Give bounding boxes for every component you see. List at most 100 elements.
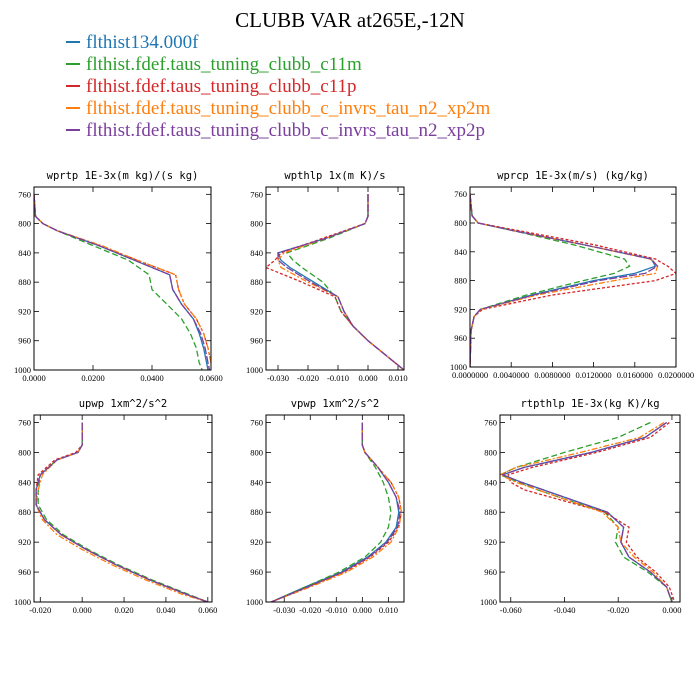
legend-label-3: flthist.fdef.taus_tuning_clubb_c11p [86,76,357,97]
xtick-label-6-3: -0.020 [607,605,629,615]
xtick-label-4-3: 0.020 [114,605,133,615]
ytick-label-4-1: 760 [18,417,31,427]
ytick-label-4-5: 920 [18,537,31,547]
series-line-6-4 [500,421,673,602]
ytick-label-6-4: 880 [484,507,497,517]
xtick-label-1-4: 0.0600 [199,373,222,383]
ytick-label-1-1: 760 [18,189,31,199]
legend-label-5: flthist.fdef.taus_tuning_clubb_c_invrs_t… [86,120,485,141]
ytick-label-5-2: 800 [250,447,263,457]
series-line-1-5 [34,194,211,370]
ytick-label-5-5: 920 [250,537,263,547]
ytick-label-5-3: 840 [250,477,263,487]
legend-label-4: flthist.fdef.taus_tuning_clubb_c_invrs_t… [86,98,491,119]
series-line-4-2 [37,422,209,602]
panel-title-6: rtpthlp 1E-3x(kg K)/kg [520,398,659,410]
ytick-label-2-3: 840 [250,248,263,258]
legend-entry-5: flthist.fdef.taus_tuning_clubb_c_invrs_t… [66,120,490,142]
page-title: CLUBB VAR at265E,-12N [235,8,465,32]
xtick-label-2-2: -0.020 [297,373,319,383]
ytick-label-6-3: 840 [484,477,497,487]
xtick-label-1-3: 0.0400 [140,373,163,383]
series-line-6-2 [500,421,673,602]
series-line-6-3 [507,421,676,602]
ytick-label-4-4: 880 [18,507,31,517]
ytick-label-4-7: 1000 [14,597,31,607]
xtick-label-3-1: 0.0000000 [452,370,488,380]
xtick-label-3-4: 0.0120000 [576,370,612,380]
panel-title-4: upwp 1xm^2/s^2 [79,398,168,410]
series-line-1-4 [34,194,211,366]
legend: flthist134.000f flthist.fdef.taus_tuning… [66,32,490,142]
xtick-label-5-4: 0.000 [353,605,372,615]
xtick-label-3-3: 0.0080000 [534,370,570,380]
legend-swatch-2 [66,62,80,65]
panel-5: vpwp 1xm^2/s^2 760 800 840 880 920 960 1000 -0.0… [246,398,405,615]
ytick-label-1-5: 920 [18,306,31,316]
legend-entry-2: flthist.fdef.taus_tuning_clubb_c11m [66,54,490,76]
xtick-label-3-6: 0.0200000 [658,370,694,380]
series-line-2-4 [277,194,404,370]
xtick-label-3-5: 0.0160000 [617,370,653,380]
ytick-label-2-1: 760 [250,189,263,199]
series-line-3-3 [470,194,676,367]
ytick-label-2-7: 1000 [246,365,263,375]
series-line-3-2 [470,194,631,367]
xtick-label-5-1: -0.030 [273,605,295,615]
series-line-2-2 [285,194,404,370]
xtick-label-1-2: 0.0200 [81,373,104,383]
panel-title-5: vpwp 1xm^2/s^2 [291,398,380,410]
ytick-label-3-6: 960 [454,333,467,343]
legend-label-1: flthist134.000f [86,32,199,53]
series-line-2-3 [266,194,404,370]
ytick-label-1-3: 840 [18,248,31,258]
panel-title-2: wpthlp 1x(m K)/s [284,170,385,182]
series-line-1-3 [34,194,211,366]
ytick-label-2-5: 920 [250,306,263,316]
xtick-label-6-4: 0.000 [662,605,681,615]
ytick-label-6-7: 1000 [480,597,497,607]
series-line-4-5 [35,422,209,602]
ytick-label-4-6: 960 [18,567,31,577]
xtick-label-4-4: 0.040 [156,605,175,615]
ytick-label-5-1: 760 [250,417,263,427]
ytick-label-3-7: 1000 [450,362,467,372]
ytick-label-1-7: 1000 [14,365,31,375]
ytick-label-2-6: 960 [250,336,263,346]
series-line-3-5 [470,194,659,367]
panel-frame-5 [265,414,405,603]
xtick-label-6-1: -0.060 [500,605,522,615]
ytick-label-1-6: 960 [18,336,31,346]
xtick-label-2-3: -0.010 [327,373,349,383]
ytick-label-2-2: 800 [250,219,263,229]
ytick-label-6-2: 800 [484,447,497,457]
series-line-1-2 [34,194,203,370]
ytick-label-3-3: 840 [454,247,467,257]
series-line-6-1 [500,421,673,602]
panel-3: wprcp 1E-3x(m/s) (kg/kg) 760 800 840 880 920 9… [450,170,694,380]
panel-title-3: wprcp 1E-3x(m/s) (kg/kg) [497,170,649,182]
ytick-label-1-4: 880 [18,277,31,287]
panel-frame-6 [499,414,681,603]
ytick-label-6-6: 960 [484,567,497,577]
xtick-label-2-5: 0.010 [388,373,407,383]
series-line-6-5 [500,421,673,602]
legend-entry-1: flthist134.000f [66,32,490,54]
series-line-4-4 [35,422,208,602]
xtick-label-2-4: 0.000 [358,373,377,383]
xtick-label-5-5: 0.010 [379,605,398,615]
ytick-label-3-5: 920 [454,304,467,314]
panel-6: rtpthlp 1E-3x(kg K)/kg 760 800 840 880 920 960… [480,398,682,615]
ytick-label-3-1: 760 [454,189,467,199]
panel-2: wpthlp 1x(m K)/s 760 800 840 880 920 960 1000 -0… [246,170,408,383]
ytick-label-5-7: 1000 [246,597,263,607]
ytick-label-1-2: 800 [18,219,31,229]
xtick-label-4-2: 0.000 [73,605,92,615]
series-line-2-1 [277,194,404,370]
ytick-label-3-2: 800 [454,218,467,228]
panel-frame-3 [469,186,677,368]
panel-4: upwp 1xm^2/s^2 760 800 840 880 920 960 1000-0.0… [14,398,217,615]
legend-label-2: flthist.fdef.taus_tuning_clubb_c11m [86,54,362,75]
panel-frame-1 [33,186,212,371]
